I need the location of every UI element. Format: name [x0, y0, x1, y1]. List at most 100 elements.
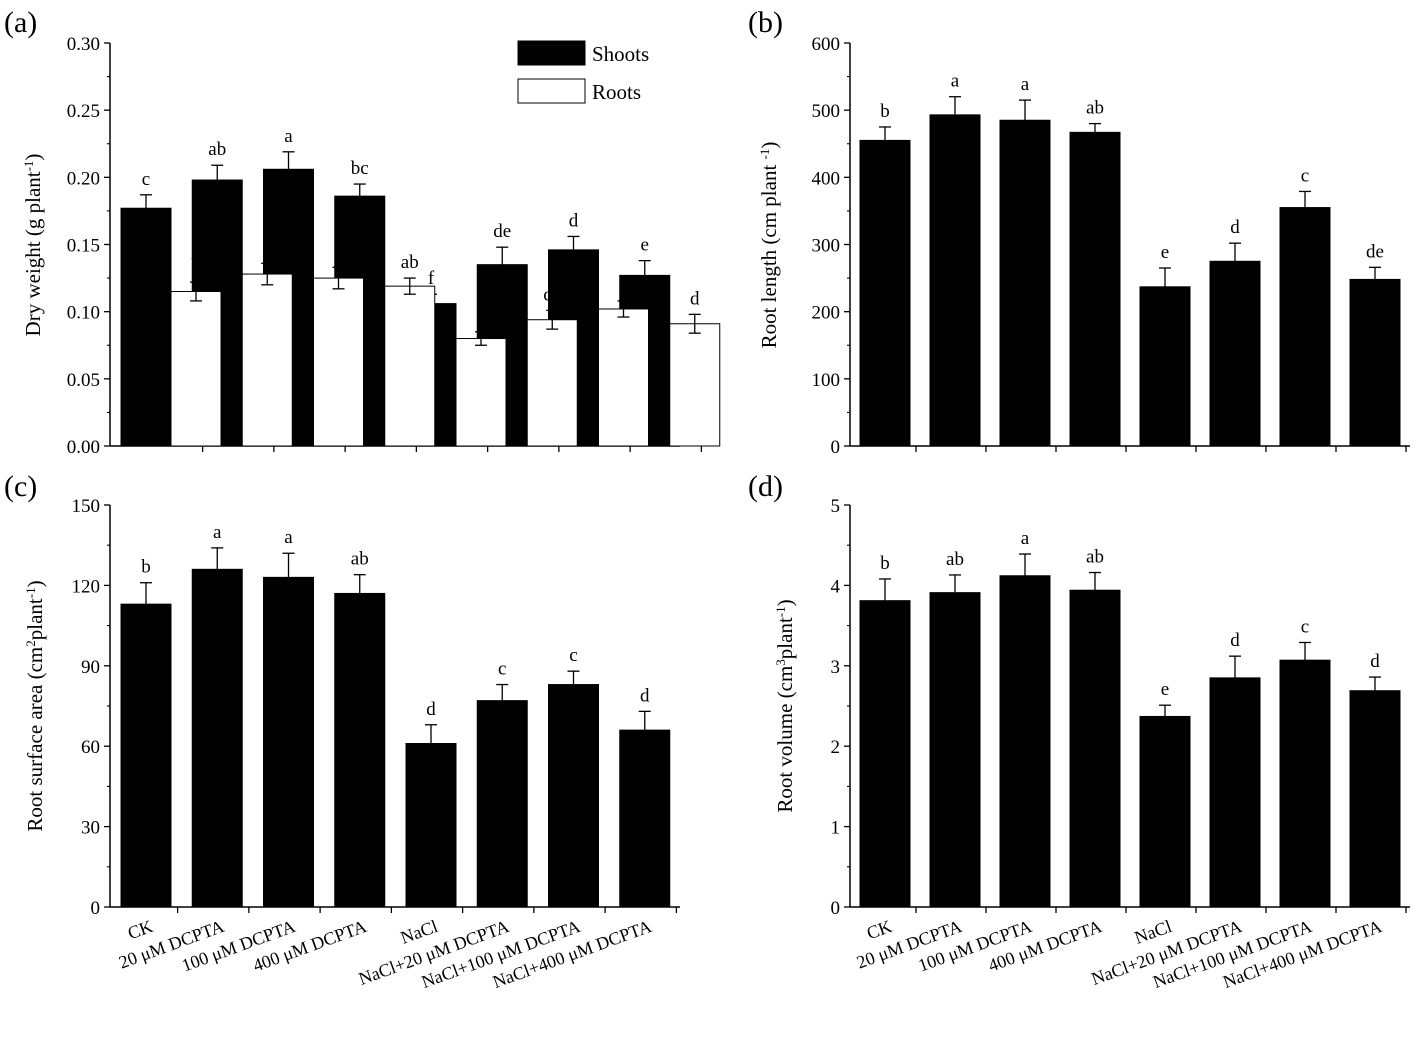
- panel-b-bar-root-length: [1139, 286, 1191, 447]
- panel-b-bar-root-length: [1209, 260, 1261, 447]
- panel-d-ytick-label: 1: [831, 818, 841, 839]
- panel-d-significance-letter: d: [1230, 630, 1240, 651]
- panel-d-significance-letter: a: [1021, 528, 1030, 549]
- panel-a-legend-swatch-roots: [517, 78, 586, 104]
- panel-c-bar-root-surface-area: [476, 700, 528, 908]
- y-title-superscript: 2: [23, 640, 38, 647]
- panel-b-ytick-label: 300: [812, 236, 841, 257]
- panel-c-bar-root-surface-area: [263, 576, 314, 908]
- panel-a-ytick-label: 0.30: [67, 34, 100, 55]
- panel-a-ytick-label: 0.20: [67, 168, 100, 189]
- panel-a-legend-swatch-shoots: [517, 40, 586, 66]
- panel-a-ytick-label: 0.15: [67, 236, 100, 257]
- panel-c-bar-root-surface-area: [191, 568, 243, 908]
- panel-b-ytick-label: 0: [831, 437, 841, 458]
- panel-a-significance-letter: e: [477, 306, 485, 327]
- panel-a-significance-letter: d: [569, 210, 579, 231]
- y-title-superscript: 3: [773, 659, 788, 666]
- panel-b-significance-letter: e: [1161, 242, 1169, 263]
- panel-c-ytick-label: 30: [81, 818, 100, 839]
- panel-b-ytick-label: 600: [812, 34, 841, 55]
- panel-a-ytick-label: 0.00: [67, 437, 100, 458]
- panel-d-bar-root-volume: [1349, 690, 1401, 908]
- panel-c-significance-letter: c: [569, 645, 577, 666]
- panel-a-significance-letter: ab: [401, 252, 419, 273]
- panel-b-bar-root-length: [1279, 207, 1331, 447]
- panel-a-bar-roots: [598, 308, 649, 447]
- panel-c-ytick-label: 60: [81, 737, 100, 758]
- panel-a-ytick-label: 0.25: [67, 101, 100, 122]
- panel-a-significance-letter: a: [284, 126, 293, 147]
- panel-c-y-axis-title: Root surface area (cm2plant-1): [23, 580, 48, 831]
- panel-b-bar-root-length: [929, 114, 981, 447]
- y-title-text: ): [23, 580, 47, 587]
- panel-c-significance-letter: a: [213, 522, 222, 543]
- y-title-text: plant: [773, 617, 797, 659]
- y-title-text: ): [757, 142, 781, 149]
- panel-c-significance-letter: d: [426, 699, 436, 720]
- panel-a-bar-roots: [241, 273, 293, 447]
- panel-c-bar-root-surface-area: [120, 603, 172, 908]
- panel-d-bar-root-volume: [1069, 589, 1121, 908]
- panel-a-bar-roots: [455, 338, 507, 447]
- panel-c-significance-letter: b: [141, 557, 151, 578]
- panel-b-bar-root-length: [999, 119, 1051, 447]
- panel-b-bar-root-length: [1069, 131, 1121, 447]
- panel-c-label: (c): [4, 470, 37, 503]
- y-title-text: plant: [23, 598, 47, 640]
- panel-d-significance-letter: d: [1370, 651, 1380, 672]
- panel-a-significance-letter: cd: [543, 284, 561, 305]
- panel-a-significance-letter: f: [428, 268, 435, 289]
- panel-c-significance-letter: c: [498, 659, 506, 680]
- y-title-text: Root length (cm plant: [757, 159, 781, 348]
- panel-d-bar-root-volume: [929, 592, 981, 908]
- panel-a-ytick-label: 0.05: [67, 370, 100, 391]
- panel-c-bar-root-surface-area: [619, 729, 671, 908]
- panel-a-legend-label-shoots: Shoots: [592, 42, 649, 66]
- panel-d-ytick-label: 2: [831, 737, 841, 758]
- panel-c-bar-root-surface-area: [405, 743, 457, 908]
- panel-b-significance-letter: b: [880, 101, 890, 122]
- y-title-superscript: -1: [23, 587, 38, 598]
- panel-d-category-label: CK: [864, 916, 894, 943]
- panel-d-y-axis-title: Root volume (cm3plant-1): [773, 599, 798, 812]
- panel-d-significance-letter: ab: [946, 549, 964, 570]
- panel-b-significance-letter: de: [1366, 241, 1384, 262]
- panel-c-significance-letter: a: [284, 527, 293, 548]
- panel-a-significance-letter: c: [142, 169, 150, 190]
- panel-d-label: (d): [748, 470, 783, 503]
- panel-d-ytick-label: 3: [831, 657, 841, 678]
- panel-b-y-axis-title: Root length (cm plant -1): [757, 142, 782, 349]
- panel-a-label: (a): [4, 6, 37, 39]
- y-title-text: ): [21, 154, 45, 161]
- panel-b-ytick-label: 500: [812, 101, 841, 122]
- panel-b-significance-letter: ab: [1086, 98, 1104, 119]
- panel-c-ytick-label: 90: [81, 657, 100, 678]
- panel-c-significance-letter: d: [640, 685, 650, 706]
- panel-a-significance-letter: a: [334, 241, 343, 262]
- panel-a-ytick-label: 0.10: [67, 303, 100, 324]
- panel-d-significance-letter: c: [1301, 616, 1309, 637]
- panel-a-bar-roots: [313, 277, 364, 447]
- panel-a-significance-letter: ab: [208, 139, 226, 160]
- panel-a-significance-letter: d: [690, 288, 700, 309]
- panel-d-significance-letter: b: [880, 553, 890, 574]
- panel-d-ytick-label: 0: [831, 898, 841, 919]
- panel-a-bar-roots: [170, 291, 222, 447]
- y-title-text: Dry weight (g plant: [21, 171, 45, 336]
- panel-d-ytick-label: 4: [831, 576, 841, 597]
- panel-d-significance-letter: e: [1161, 679, 1169, 700]
- panel-b-bar-root-length: [859, 139, 911, 447]
- panel-c-category-label: CK: [125, 916, 155, 943]
- panel-a-bar-roots: [669, 323, 721, 447]
- panel-b-label: (b): [748, 6, 783, 39]
- panel-a-bar-roots: [384, 285, 436, 447]
- panel-a-bar-roots: [526, 319, 578, 447]
- panel-b-ytick-label: 400: [812, 168, 841, 189]
- panel-b-significance-letter: d: [1230, 217, 1240, 238]
- panel-d-bar-root-volume: [999, 575, 1051, 908]
- panel-d-ytick-label: 5: [831, 496, 841, 517]
- y-title-text: Root surface area (cm: [23, 647, 47, 832]
- panel-b-bar-root-length: [1349, 278, 1401, 447]
